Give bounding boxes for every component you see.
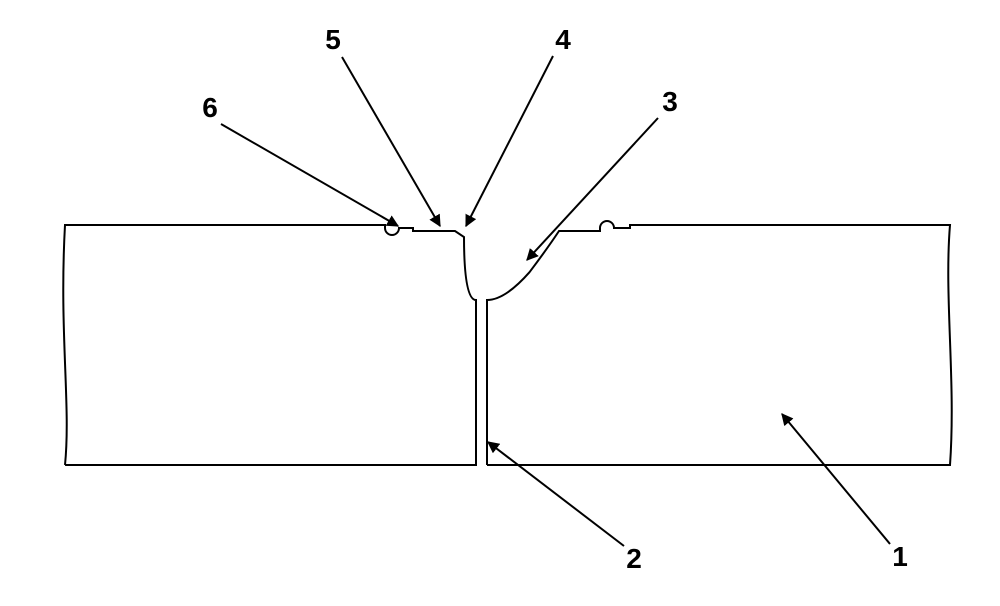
plate-left-outline: [63, 225, 476, 465]
leader-6: [221, 124, 398, 226]
label-3: 3: [662, 86, 678, 117]
leader-1: [782, 414, 890, 544]
label-2: 2: [626, 543, 642, 574]
label-1: 1: [892, 541, 908, 572]
label-4: 4: [555, 24, 571, 55]
leader-3: [527, 118, 658, 260]
leader-2: [488, 442, 624, 546]
label-5: 5: [325, 24, 341, 55]
leader-4: [466, 56, 553, 226]
label-6: 6: [202, 92, 218, 123]
plate-right-outline: [487, 221, 952, 465]
leader-5: [342, 57, 440, 226]
